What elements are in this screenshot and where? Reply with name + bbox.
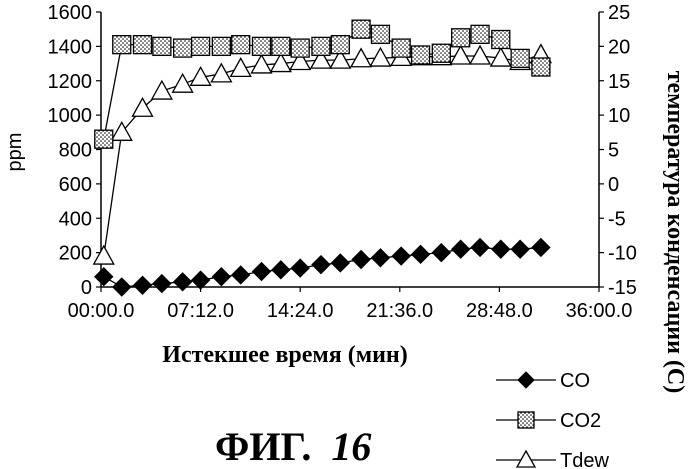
figure-caption: ФИГ. 16 bbox=[215, 424, 371, 469]
figure-caption-prefix: ФИГ. bbox=[215, 424, 311, 469]
data-point-co2 bbox=[392, 39, 410, 57]
y-tick-label: 1000 bbox=[48, 105, 93, 127]
data-point-co2 bbox=[331, 36, 349, 54]
legend-label: Tdew bbox=[560, 450, 609, 469]
y2-tick-label: 15 bbox=[608, 71, 630, 93]
data-point-co2 bbox=[232, 36, 250, 54]
data-point-tdew bbox=[94, 246, 114, 264]
data-point-co bbox=[432, 244, 450, 262]
data-point-co2 bbox=[412, 46, 430, 64]
data-point-tdew bbox=[173, 74, 193, 92]
y2-tick-label: 5 bbox=[608, 140, 619, 162]
series-line-tdew bbox=[104, 55, 541, 256]
data-point-co2 bbox=[192, 37, 210, 55]
data-point-co bbox=[532, 238, 550, 256]
y-tick-label: 800 bbox=[59, 140, 92, 162]
y-tick-label: 1600 bbox=[48, 2, 93, 24]
data-point-co2 bbox=[252, 37, 270, 55]
x-tick-label: 36:00.0 bbox=[566, 300, 633, 322]
series-layer bbox=[94, 20, 551, 296]
series-tdew bbox=[94, 45, 551, 264]
data-point-co2 bbox=[492, 31, 510, 49]
x-tick-label: 21:36.0 bbox=[366, 300, 433, 322]
data-point-co bbox=[252, 263, 270, 281]
x-tick-label: 28:48.0 bbox=[466, 300, 533, 322]
data-point-co bbox=[291, 259, 309, 277]
legend-marker bbox=[518, 412, 534, 428]
data-point-co bbox=[95, 268, 113, 286]
legend-item-co2: CO2 bbox=[496, 410, 601, 432]
y-tick-label: 400 bbox=[59, 208, 92, 230]
legend-item-tdew: Tdew bbox=[496, 450, 609, 469]
data-point-co2 bbox=[174, 39, 192, 57]
data-point-co bbox=[312, 256, 330, 274]
data-point-co2 bbox=[212, 37, 230, 55]
data-point-tdew bbox=[133, 98, 153, 116]
y2-tick-label: -10 bbox=[608, 243, 637, 265]
data-point-co2 bbox=[471, 25, 489, 43]
data-point-co2 bbox=[432, 44, 450, 62]
data-point-co bbox=[412, 245, 430, 263]
y-tick-label: 1200 bbox=[48, 71, 93, 93]
y2-tick-label: 20 bbox=[608, 36, 630, 58]
data-point-co bbox=[212, 268, 230, 286]
data-point-co2 bbox=[95, 130, 113, 148]
y2-axis-title: температура конденсации (C) bbox=[662, 71, 688, 394]
legend-label: CO2 bbox=[560, 410, 601, 432]
data-point-co bbox=[492, 240, 510, 258]
legend-marker bbox=[517, 451, 535, 467]
legend-item-co: CO bbox=[496, 370, 590, 392]
y-tick-label: 200 bbox=[59, 243, 92, 265]
y2-tick-label: 10 bbox=[608, 105, 630, 127]
y2-tick-label: 0 bbox=[608, 174, 619, 196]
data-point-co bbox=[134, 276, 152, 294]
x-axis-title: Истекшее время (мин) bbox=[162, 342, 407, 368]
data-point-co bbox=[272, 261, 290, 279]
y-tick-label: 600 bbox=[59, 174, 92, 196]
legend: CO CO2 Tdew bbox=[496, 370, 609, 469]
legend-label: CO bbox=[560, 370, 590, 392]
legend-marker bbox=[518, 372, 534, 388]
data-point-co2 bbox=[134, 36, 152, 54]
data-point-co2 bbox=[272, 37, 290, 55]
data-point-tdew bbox=[451, 46, 471, 64]
data-point-co2 bbox=[153, 37, 171, 55]
data-point-tdew bbox=[211, 64, 231, 82]
data-point-tdew bbox=[351, 49, 371, 67]
y2-tick-label: -5 bbox=[608, 208, 626, 230]
data-point-co bbox=[153, 275, 171, 293]
data-point-co bbox=[174, 273, 192, 291]
y-tick-label: 1400 bbox=[48, 36, 93, 58]
data-point-tdew bbox=[370, 48, 390, 66]
y2-tick-label: -15 bbox=[608, 277, 637, 299]
y2-tick-label: 25 bbox=[608, 2, 630, 24]
data-point-co2 bbox=[371, 25, 389, 43]
y-tick-label: 0 bbox=[81, 277, 92, 299]
data-point-co bbox=[371, 249, 389, 267]
y-axis-title: ppm bbox=[4, 133, 26, 172]
data-point-co2 bbox=[532, 58, 550, 76]
data-point-co bbox=[511, 240, 529, 258]
data-point-co2 bbox=[312, 37, 330, 55]
data-point-co bbox=[452, 240, 470, 258]
data-point-co bbox=[471, 238, 489, 256]
data-point-co2 bbox=[291, 39, 309, 57]
data-point-co bbox=[113, 278, 131, 296]
data-point-co bbox=[392, 247, 410, 265]
data-point-co2 bbox=[352, 20, 370, 38]
x-tick-label: 14:24.0 bbox=[267, 300, 334, 322]
data-point-tdew bbox=[152, 81, 172, 99]
data-point-co2 bbox=[452, 29, 470, 47]
data-point-co2 bbox=[113, 36, 131, 54]
x-tick-label: 00:00.0 bbox=[68, 300, 135, 322]
data-point-co2 bbox=[511, 49, 529, 67]
data-point-co bbox=[352, 251, 370, 269]
data-point-tdew bbox=[470, 46, 490, 64]
figure-caption-number: 16 bbox=[331, 424, 371, 469]
data-point-co bbox=[232, 266, 250, 284]
x-tick-label: 07:12.0 bbox=[167, 300, 234, 322]
data-point-co bbox=[331, 254, 349, 272]
